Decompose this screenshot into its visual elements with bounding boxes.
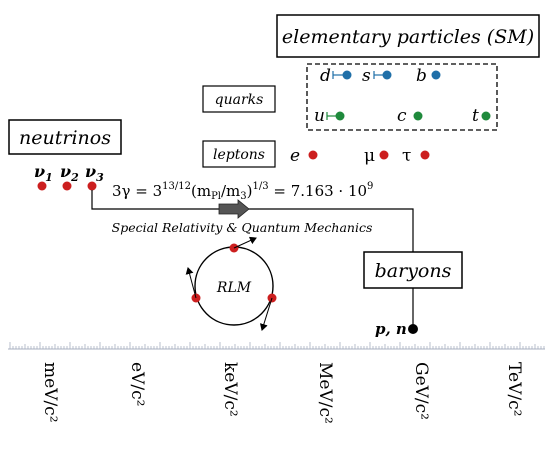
rlm-label: RLM (216, 280, 252, 296)
nu3-label: ν3 (85, 162, 104, 184)
leptons-label-box (202, 140, 276, 168)
lepton-tau-label: τ (402, 146, 411, 166)
quark-s-dot (382, 70, 392, 80)
rlm-tangent-right (259, 297, 273, 331)
axis-label-kev: keV/c² (220, 362, 240, 417)
axis-label-tev: TeV/c² (504, 362, 524, 416)
pn-label: p, n (375, 320, 407, 338)
quarks-label-box (202, 85, 276, 113)
quark-u-label: u (314, 106, 325, 126)
rlm-tangent-left (185, 267, 197, 299)
axis-label-gev: GeV/c² (411, 362, 431, 420)
connector-line (91, 190, 414, 258)
quark-c-dot (413, 111, 423, 121)
nu1-dot (37, 181, 47, 191)
baryon-dot (408, 324, 418, 334)
leptons-label: leptons (213, 147, 265, 163)
lepton-tau-dot (420, 150, 430, 160)
progression-arrow (218, 199, 250, 219)
lepton-e-dot (308, 150, 318, 160)
lepton-mu-dot (379, 150, 389, 160)
quark-s-label: s (362, 66, 371, 86)
quark-d-label: d (320, 66, 331, 86)
quark-u-dot (335, 111, 345, 121)
quark-t-label: t (472, 106, 479, 126)
nu2-label: ν2 (60, 162, 79, 184)
axis-label-mev-upper: MeV/c² (315, 362, 335, 424)
quark-b-label: b (416, 66, 427, 86)
quarks-label: quarks (215, 92, 264, 108)
baryons-title: baryons (375, 260, 452, 282)
elementary-particles-box (276, 14, 540, 58)
elementary-particles-title: elementary particles (SM) (282, 26, 534, 48)
baryons-box (363, 251, 463, 289)
nu2-dot (62, 181, 72, 191)
axis-label-ev: eV/c² (127, 362, 147, 406)
quark-c-label: c (397, 106, 407, 126)
axis-label-mev: meV/c² (40, 362, 60, 423)
mass-formula: 3γ = 313/12(mPl/m3)1/3 = 7.163 · 109 (112, 181, 373, 202)
quark-t-dot (481, 111, 491, 121)
quark-d-dot (342, 70, 352, 80)
axis-minor-ticks (9, 342, 545, 349)
nu1-label: ν1 (34, 162, 53, 184)
lepton-mu-label: μ (364, 146, 375, 166)
quark-b-dot (431, 70, 441, 80)
arrow-label: Special Relativity & Quantum Mechanics (112, 220, 373, 235)
neutrinos-box (8, 119, 122, 155)
lepton-e-label: e (290, 146, 300, 166)
rlm-tangent-top (233, 236, 257, 249)
neutrinos-title: neutrinos (19, 127, 111, 149)
nu3-dot (87, 181, 97, 191)
